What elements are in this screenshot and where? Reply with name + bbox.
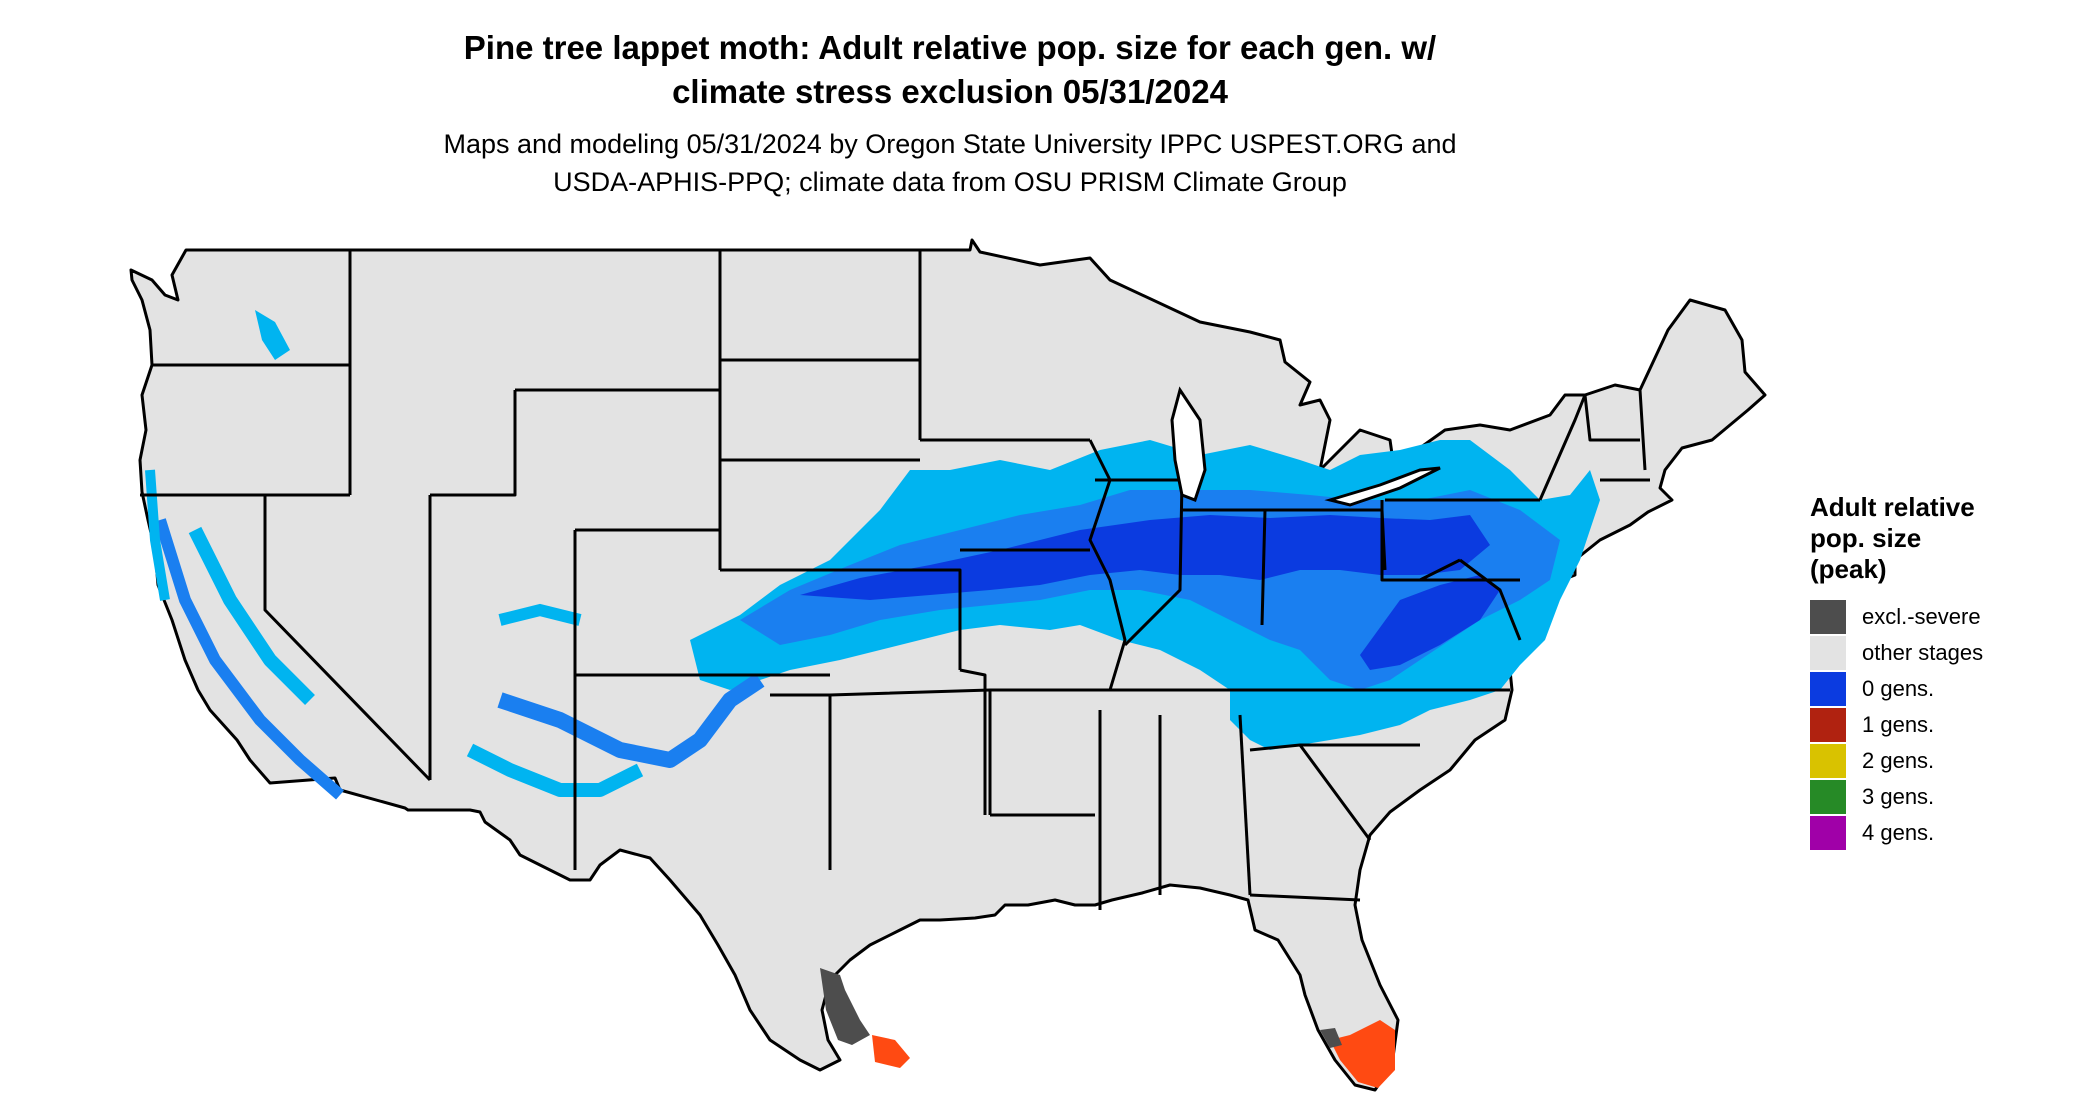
legend-label: 2 gens. bbox=[1862, 748, 1935, 773]
lake-erie bbox=[1324, 466, 1441, 507]
florida-excluded-area bbox=[1320, 1028, 1342, 1048]
legend-label: excl.-severe bbox=[1862, 604, 1981, 629]
lake-michigan bbox=[1170, 386, 1207, 502]
legend-label: 0 gens. bbox=[1862, 676, 1935, 701]
map-subtitle: Maps and modeling 05/31/2024 by Oregon S… bbox=[250, 125, 1650, 201]
legend-item: 2 gens. bbox=[1810, 743, 2080, 779]
subtitle-line-2: USDA-APHIS-PPQ; climate data from OSU PR… bbox=[553, 167, 1347, 197]
legend-swatch bbox=[1810, 636, 1846, 670]
legend-swatch bbox=[1810, 600, 1846, 634]
sierra-blue-streak bbox=[188, 526, 315, 705]
legend-label: 4 gens. bbox=[1862, 820, 1935, 845]
legend-label: other stages bbox=[1862, 640, 1984, 665]
legend-title-line: (peak) bbox=[1810, 554, 1887, 584]
legend-items: excl.-severe other stages 0 gens. 1 gens. 2 … bbox=[1810, 599, 2080, 851]
rockies-blue-streak bbox=[497, 673, 765, 768]
legend-swatch bbox=[1810, 744, 1846, 778]
texas-excluded-area bbox=[820, 968, 870, 1045]
legend-label: 3 gens. bbox=[1862, 784, 1935, 809]
utah-blue-streak bbox=[498, 603, 582, 626]
washington-blue-patch bbox=[255, 310, 290, 360]
florida-gens-area bbox=[1330, 1020, 1395, 1088]
title-line-2: climate stress exclusion 05/31/2024 bbox=[672, 73, 1228, 110]
subtitle-line-1: Maps and modeling 05/31/2024 by Oregon S… bbox=[443, 129, 1457, 159]
california-blue-streak bbox=[154, 518, 344, 800]
coast-blue-streak bbox=[145, 469, 170, 601]
title-line-1: Pine tree lappet moth: Adult relative po… bbox=[463, 29, 1437, 66]
dark-blue-east bbox=[1360, 575, 1500, 670]
legend: Adult relative pop. size (peak) excl.-se… bbox=[1810, 492, 2080, 851]
map-title: Pine tree lappet moth: Adult relative po… bbox=[250, 26, 1650, 114]
legend-item: excl.-severe bbox=[1810, 599, 2080, 635]
legend-title-line: Adult relative bbox=[1810, 492, 1975, 522]
us-land bbox=[129, 238, 1767, 1092]
texas-gens-area bbox=[872, 1035, 910, 1068]
legend-item: 0 gens. bbox=[1810, 671, 2080, 707]
dark-blue-core bbox=[800, 515, 1490, 600]
legend-swatch bbox=[1810, 672, 1846, 706]
legend-item: other stages bbox=[1810, 635, 2080, 671]
legend-title: Adult relative pop. size (peak) bbox=[1810, 492, 2080, 585]
legend-label: 1 gens. bbox=[1862, 712, 1935, 737]
state-borders bbox=[140, 250, 1650, 910]
legend-swatch bbox=[1810, 780, 1846, 814]
legend-swatch bbox=[1810, 816, 1846, 850]
arizona-blue-streak bbox=[466, 743, 644, 797]
legend-swatch bbox=[1810, 708, 1846, 742]
legend-title-line: pop. size bbox=[1810, 523, 1922, 553]
legend-item: 1 gens. bbox=[1810, 707, 2080, 743]
legend-item: 3 gens. bbox=[1810, 779, 2080, 815]
legend-item: 4 gens. bbox=[1810, 815, 2080, 851]
